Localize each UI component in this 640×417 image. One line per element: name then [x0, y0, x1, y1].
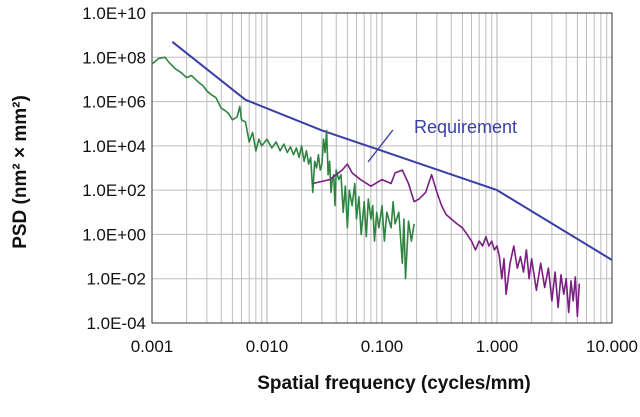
series-line-1 [171, 41, 613, 261]
y-axis-title: PSD (nm² × mm²) [10, 95, 31, 249]
y-tick-label: 1.0E+02 [82, 181, 146, 200]
x-tick-label: 0.001 [131, 337, 174, 356]
series-line-2 [151, 56, 415, 280]
y-tick-label: 1.0E-04 [86, 314, 146, 333]
plot-frame [151, 12, 613, 324]
y-tick-label: 1.0E+06 [82, 93, 146, 112]
tick-layer: 0.001 0.010 0.100 1.000 10.000 1.0E+10 1.0E+08… [82, 4, 638, 356]
y-tick-label: 1.0E+04 [82, 137, 146, 156]
x-tick-label: 0.100 [361, 337, 404, 356]
x-tick-label: 0.010 [246, 337, 289, 356]
annotation-layer: Requirement [367, 117, 517, 163]
y-tick-label: 1.0E-02 [86, 270, 146, 289]
y-tick-label: 1.0E+00 [82, 225, 146, 244]
grid-layer [152, 13, 612, 323]
x-axis-title: Spatial frequency (cycles/mm) [257, 373, 531, 394]
x-tick-label: 1.000 [476, 337, 519, 356]
y-tick-label: 1.0E+08 [82, 48, 146, 67]
y-tick-label: 1.0E+10 [82, 4, 146, 23]
series-line-3 [312, 163, 581, 318]
annotation-requirement: Requirement [414, 117, 517, 137]
annotation-leader [367, 129, 394, 163]
series-layer [151, 41, 613, 318]
x-tick-label: 10.000 [586, 337, 638, 356]
